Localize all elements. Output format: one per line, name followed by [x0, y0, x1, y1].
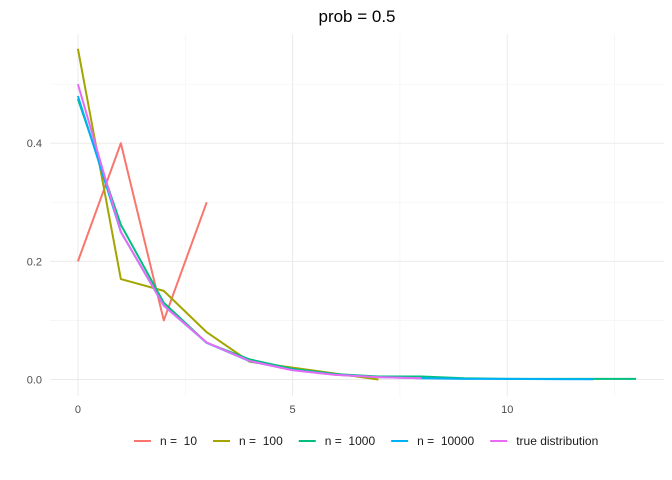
- series-line-0: [76, 142, 208, 322]
- x-tick-label: 10: [501, 404, 513, 416]
- series-lines: [76, 48, 637, 381]
- x-tick-label: 0: [75, 404, 81, 416]
- x-tick-label: 5: [290, 404, 296, 416]
- series-line-4: [76, 83, 422, 380]
- legend-label: true distribution: [516, 434, 598, 448]
- y-tick-label: 0.2: [27, 256, 42, 268]
- legend-label: n = 100: [239, 434, 283, 448]
- series-line-1: [76, 48, 379, 381]
- legend-item: n = 10000: [391, 434, 475, 448]
- y-tick-label: 0.4: [27, 138, 42, 150]
- legend-label: n = 10000: [417, 434, 474, 448]
- series-line-2: [76, 98, 637, 380]
- y-tick-label: 0.0: [27, 374, 42, 386]
- legend: n = 10 n = 100 n = 1000 n = 10000 true distr…: [134, 434, 598, 448]
- grid: [50, 34, 664, 396]
- legend-item: n = 10: [134, 434, 197, 448]
- legend-label: n = 1000: [325, 434, 376, 448]
- legend-item: n = 100: [213, 434, 283, 448]
- x-axis-tick-labels: 0 5 10: [75, 404, 514, 416]
- legend-item: n = 1000: [298, 434, 376, 448]
- legend-label: n = 10: [160, 434, 197, 448]
- legend-item: true distribution: [490, 434, 598, 448]
- y-axis-tick-labels: 0.0 0.2 0.4: [27, 138, 42, 386]
- chart-title: prob = 0.5: [318, 7, 395, 26]
- series-line-3: [76, 95, 594, 381]
